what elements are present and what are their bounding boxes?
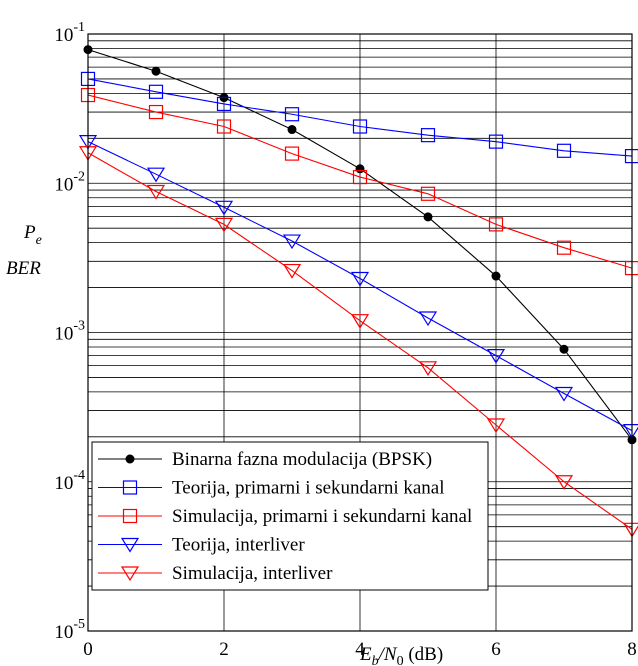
x-tick-label: 4 [355,639,365,660]
legend-marker [125,454,135,464]
axis-ticks: 0 2 4 6 8 10-1 10-2 10-3 10-4 10-5 [54,20,636,660]
data-point [559,344,569,354]
data-point [423,212,433,222]
y-tick-label: 10-4 [54,468,85,494]
data-point [287,125,297,135]
series-line [87,78,633,157]
plot-frame [87,33,633,632]
legend-label: Binarna fazna modulacija (BPSK) [172,449,432,470]
data-point [352,119,368,134]
x-tick-label: 2 [219,639,229,660]
data-point [214,217,234,233]
data-point [216,119,232,134]
data-point [282,234,302,250]
legend-entry: Teorija, interliver [98,535,305,556]
y-tick-label: 10-3 [54,319,85,345]
data-point [284,146,300,161]
data-point [488,217,504,232]
legend-entry: Simulacija, primarni i sekundarni kanal [98,506,472,527]
data-point [148,84,164,99]
data-point [352,169,368,185]
series-layer [78,45,638,538]
data-point [420,186,436,201]
y-tick-label: 10-2 [54,169,85,195]
legend-entry: Simulacija, interliver [98,563,333,584]
data-point [214,200,234,216]
legend-label: Simulacija, interliver [172,563,333,584]
data-point [148,104,164,120]
data-point [282,263,302,279]
data-point [146,184,166,200]
data-point [554,475,574,490]
legend-marker [120,537,140,553]
data-point [554,386,574,402]
series-3 [80,87,638,276]
series-5 [78,146,638,538]
series-line [87,152,633,530]
legend-marker [120,566,140,582]
y-axis-label-ber: BER [6,258,41,279]
legend-marker [122,508,138,524]
legend: Binarna fazna modulacija (BPSK) Teorija, … [91,441,489,591]
data-point [146,167,166,183]
data-point [420,128,436,143]
x-tick-label: 8 [627,639,637,660]
data-point [418,361,438,376]
data-point [350,271,370,287]
data-point [350,314,370,329]
series-line [87,141,633,432]
legend-marker [122,480,138,495]
data-point [488,134,504,149]
x-tick-label: 6 [491,639,501,660]
y-tick-label: 10-5 [54,617,85,643]
legend-entry: Binarna fazna modulacija (BPSK) [98,449,432,470]
data-point [418,311,438,327]
data-point [486,418,506,434]
data-point [284,107,300,122]
y-axis-label-pe: Pe [23,222,42,248]
legend-label: Teorija, interliver [172,535,305,556]
data-point [556,143,572,158]
legend-label: Simulacija, primarni i sekundarni kanal [172,506,472,527]
data-point [491,271,501,281]
x-axis-label: Eb/N0 (dB) [359,644,443,666]
series-line [87,94,633,269]
data-point [556,240,572,255]
legend-label: Teorija, primarni i sekundarni kanal [172,478,445,499]
data-point [151,66,161,76]
data-point [216,96,232,112]
data-point [486,349,506,364]
y-tick-label: 10-1 [54,20,85,46]
x-tick-label: 0 [83,639,93,660]
legend-entry: Teorija, primarni i sekundarni kanal [98,478,445,499]
